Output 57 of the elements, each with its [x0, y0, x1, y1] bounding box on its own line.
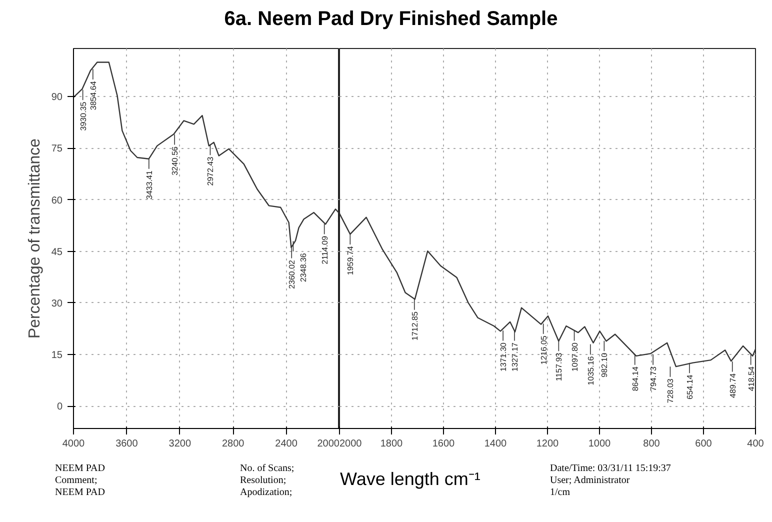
annotation: 3930.35: [78, 101, 88, 131]
x-axis-title: Wave length cm⁻¹: [340, 468, 480, 491]
annotation: 1959.74: [346, 246, 356, 276]
x-tick-label: 1200: [536, 438, 560, 450]
annotation: 1097.80: [570, 342, 580, 372]
annotation: 3854.64: [88, 80, 98, 110]
text: NEEM PAD: [55, 487, 105, 498]
annotation: 2114.09: [320, 235, 330, 264]
annotation: 654.14: [685, 374, 694, 400]
y-tick-label: 0: [56, 402, 63, 413]
text: Comment;: [55, 475, 98, 486]
annotation: 418.54: [746, 366, 756, 392]
annotation: 3433.41: [144, 170, 154, 200]
text: No. of Scans;: [240, 463, 294, 474]
annotation: 1371.30: [499, 342, 508, 372]
x-tick-label: 2800: [222, 438, 245, 450]
text: Apodization;: [240, 487, 292, 498]
y-tick-label: 15: [51, 350, 63, 362]
annotation: 794.73: [649, 366, 658, 392]
annotation: 2360.02: [288, 259, 297, 289]
x-tick-label: 1000: [588, 438, 612, 450]
x-tick-label: 4000: [62, 438, 86, 450]
text: Resolution;: [240, 475, 286, 486]
annotation: 728.03: [666, 378, 676, 404]
text: 6a. Neem Pad Dry Finished Sample: [224, 7, 558, 32]
text: Date/Time: 03/31/11 15:19:37: [550, 463, 671, 474]
text: NEEM PAD: [55, 463, 105, 474]
x-tick-label: 3200: [168, 438, 192, 450]
y-tick-label: 60: [51, 195, 63, 206]
annotation: 1712.85: [410, 311, 420, 340]
x-tick-label: 2000: [340, 438, 362, 450]
x-tick-label: 1600: [432, 438, 456, 450]
text: User; Administrator: [550, 475, 630, 486]
x-tick-label: 600: [695, 438, 712, 450]
annotation: 1216.05: [539, 335, 548, 365]
x-tick-label: 2400: [275, 438, 298, 450]
y-tick-label: 30: [51, 298, 63, 310]
annotation: 1327.17: [510, 342, 520, 372]
y-axis-title: Percentage of transmittance: [26, 138, 44, 339]
x-tick-label: 1800: [380, 438, 404, 450]
annotation: 982.10: [600, 352, 610, 378]
y-tick-label: 45: [51, 246, 63, 258]
annotation: 489.74: [728, 372, 738, 398]
text: 1/cm: [550, 487, 570, 498]
x-tick-label: 400: [747, 438, 764, 450]
annotation: 2972.43: [206, 156, 216, 186]
x-tick-label: 1400: [484, 438, 508, 450]
x-tick-label: 2000: [317, 438, 340, 450]
y-tick-label: 90: [51, 92, 63, 104]
annotation: 864.14: [630, 366, 640, 392]
x-tick-label: 800: [643, 438, 660, 450]
annotation: 3240.56: [170, 146, 180, 176]
y-tick-label: 75: [51, 144, 63, 155]
x-tick-label: 3600: [116, 438, 138, 450]
annotation: 1035.16: [586, 356, 596, 386]
annotation: 1157.93: [554, 352, 564, 382]
annotation: 2348.36: [299, 252, 308, 282]
